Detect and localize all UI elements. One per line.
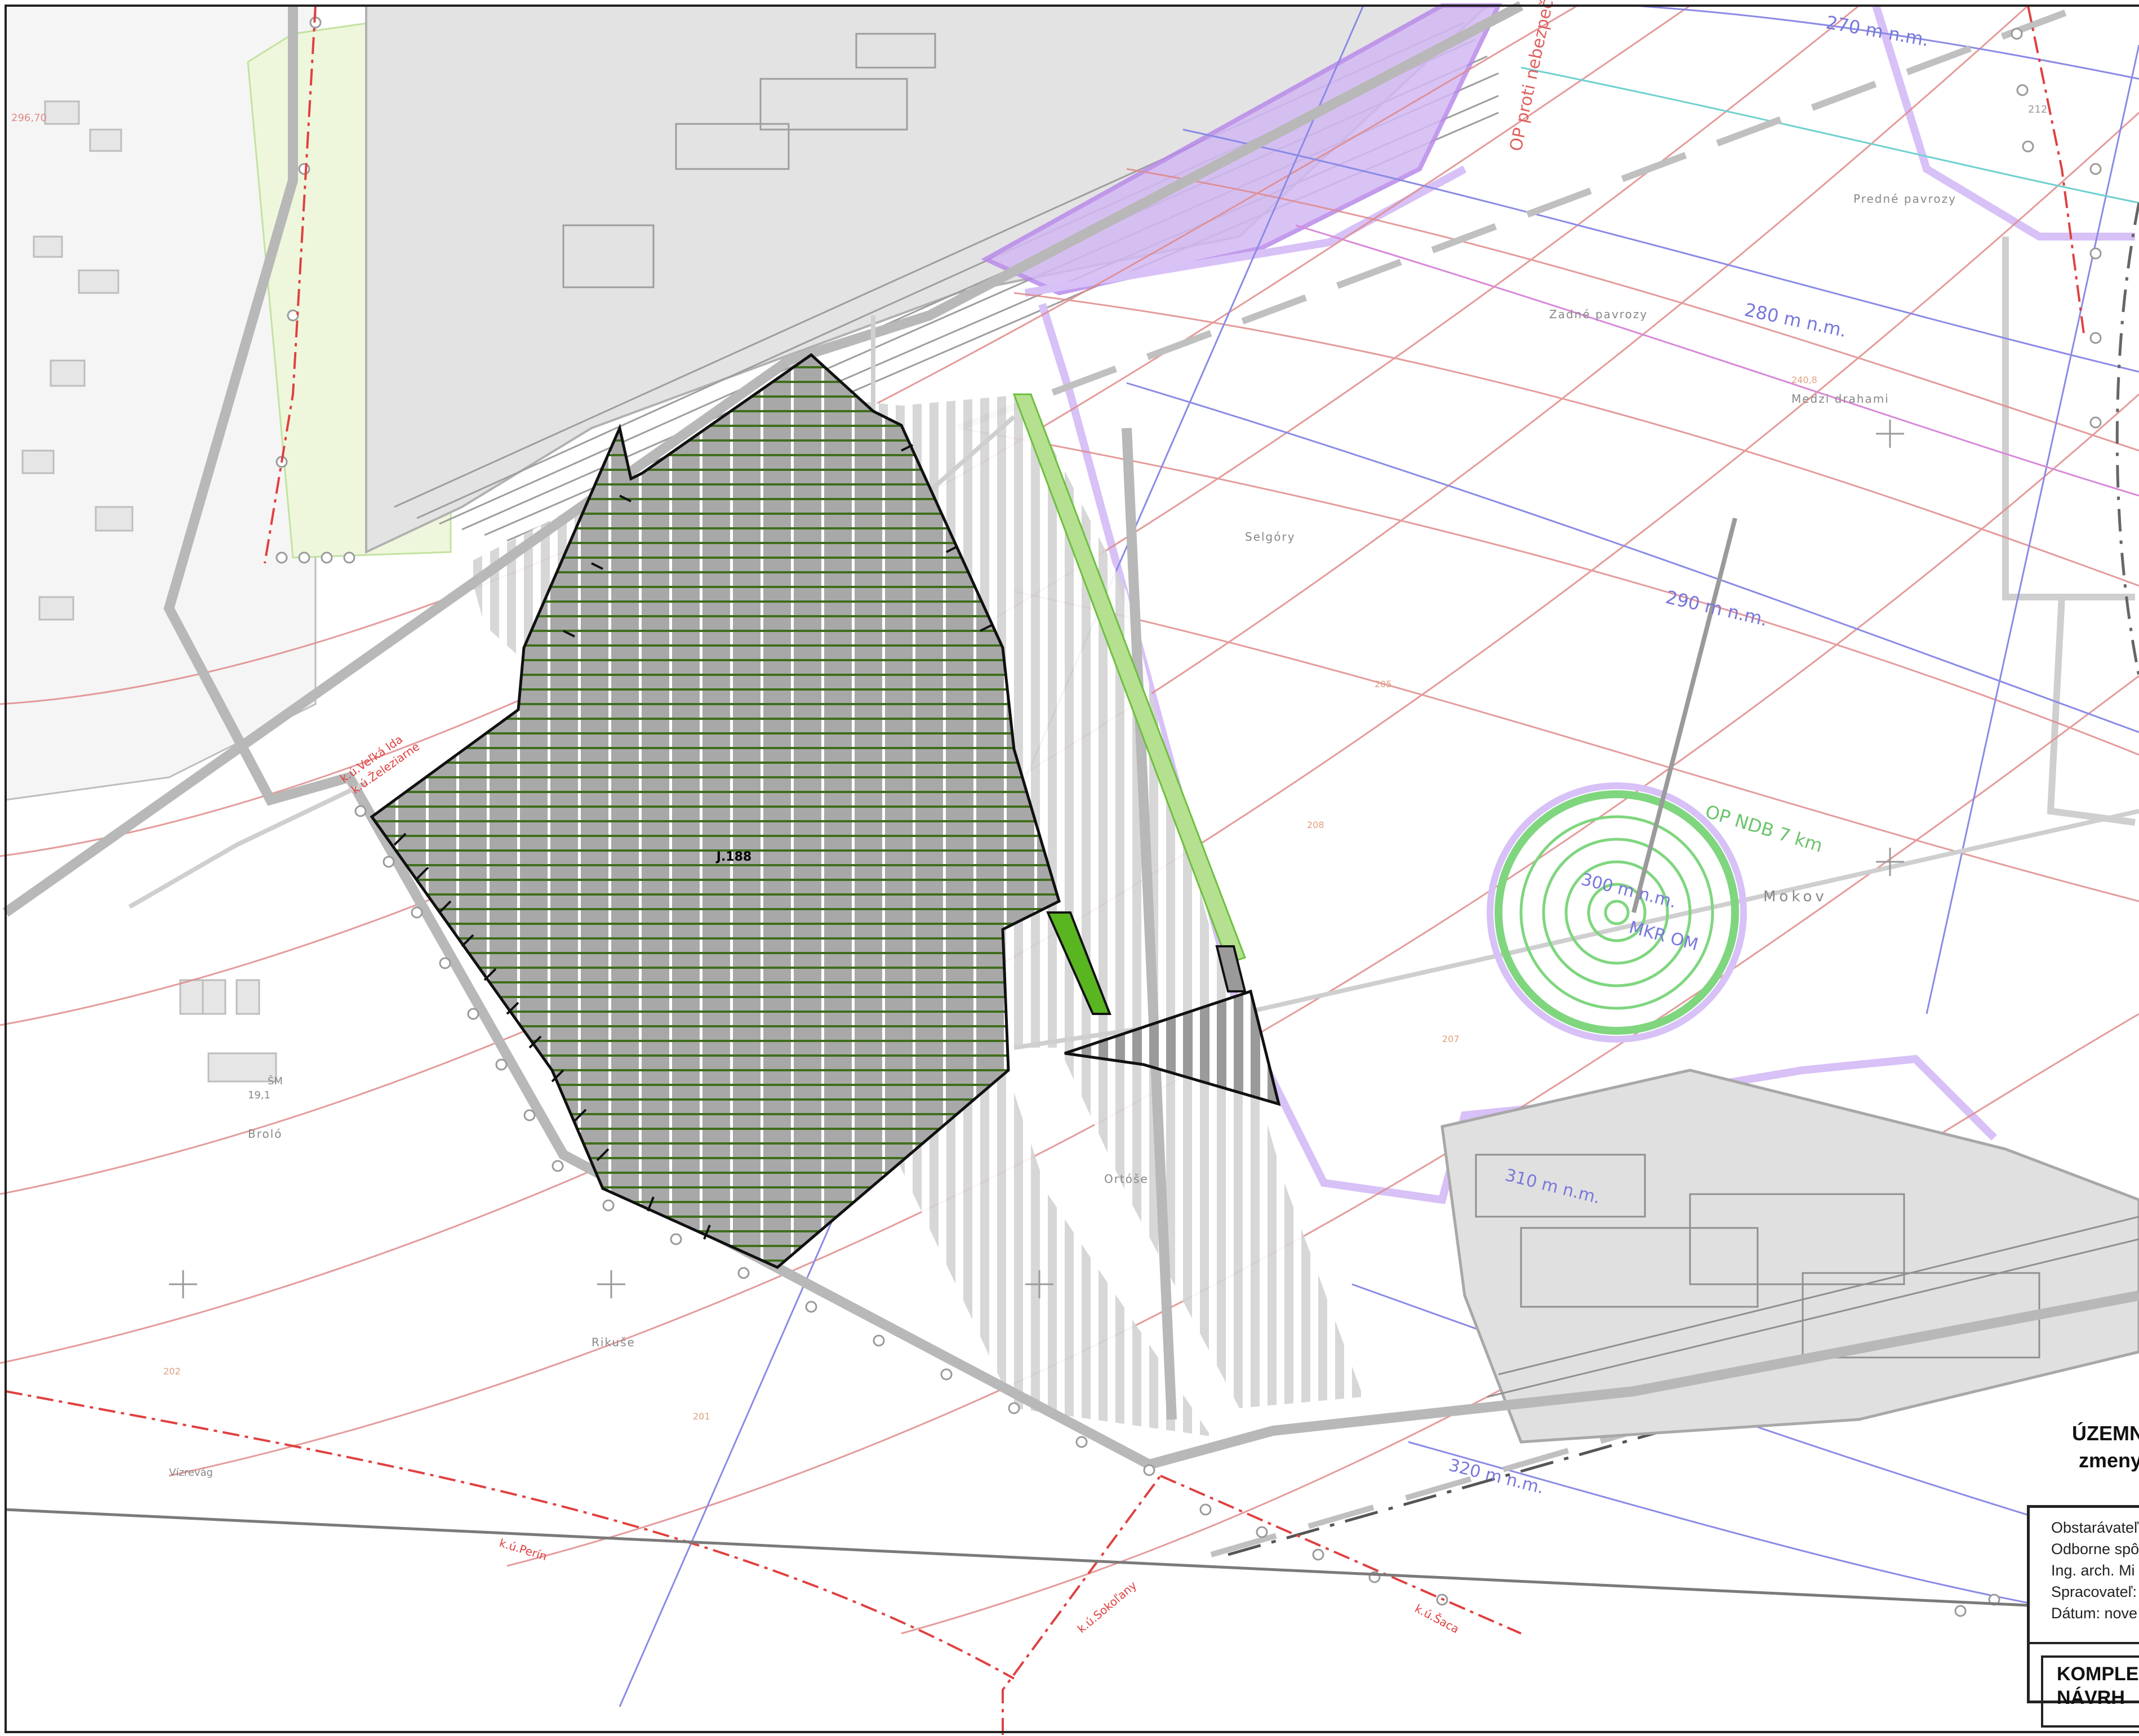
title-block: Obstarávateľ Odborne spô Ing. arch. Mi S… bbox=[2027, 1505, 2139, 1728]
map-border bbox=[5, 5, 2139, 1733]
place-name-9: Vízrevág bbox=[169, 1467, 213, 1479]
title-block-divider bbox=[2030, 1642, 2139, 1644]
title-block-procurer: Obstarávateľ bbox=[2051, 1519, 2138, 1536]
title-block-date: Dátum: nove bbox=[2051, 1605, 2138, 1622]
spot-height-1: 296,70 bbox=[11, 112, 47, 124]
runway-axis-south bbox=[1210, 1281, 2139, 1557]
place-name-1: Predné pavrozy bbox=[1853, 192, 1956, 206]
cadastral-boundaries bbox=[5, 5, 2085, 1735]
parcel-sliver-gray bbox=[1215, 945, 1247, 992]
title-block-architect: Ing. arch. Mi bbox=[2051, 1562, 2135, 1579]
beacon-line bbox=[1631, 518, 1737, 913]
parcel-sliver bbox=[1046, 911, 1111, 1015]
spot-height-7: 205 bbox=[1375, 679, 1392, 689]
spot-height-4: 202 bbox=[163, 1366, 181, 1377]
spot-height-5: 207 bbox=[1442, 1034, 1460, 1044]
spot-height-2: 212 bbox=[2028, 104, 2047, 115]
utility-lines bbox=[1295, 66, 2139, 497]
south-industrial-area bbox=[1440, 1069, 2139, 1444]
parcel-secondary bbox=[1064, 989, 1281, 1106]
radius-circle-arc bbox=[2115, 202, 2139, 676]
place-name-6: Ortóše bbox=[1104, 1172, 1149, 1186]
title-block-expert: Odborne spô bbox=[2051, 1541, 2139, 1557]
spot-height-6: 208 bbox=[1307, 820, 1324, 830]
spot-height-3: 240,8 bbox=[1791, 375, 1817, 385]
place-name-7: Rikuše bbox=[592, 1336, 635, 1349]
place-name-4: Selgóry bbox=[1245, 530, 1296, 544]
green-strip bbox=[1012, 393, 1246, 964]
main-road bbox=[2, 1, 2139, 1470]
title-block-section-box bbox=[2041, 1655, 2139, 1728]
spot-height-10: ŠM bbox=[268, 1075, 283, 1087]
spot-height-9: 19,1 bbox=[248, 1089, 270, 1101]
parcel-label: J.188 bbox=[715, 850, 751, 864]
document-subtitle: zmeny bbox=[2079, 1449, 2139, 1472]
place-name-8: Broló bbox=[248, 1127, 283, 1141]
parcel-edge-ticks bbox=[393, 444, 992, 1240]
title-block-section-1: KOMPLEX bbox=[2057, 1663, 2139, 1685]
title-block-section-2: NÁVRH bbox=[2057, 1687, 2125, 1708]
place-name-3: Medzi drahami bbox=[1791, 392, 1889, 406]
place-name-2: Zadné pavrozy bbox=[1549, 308, 1648, 321]
parcel-j188 bbox=[370, 353, 1061, 1269]
protection-dots bbox=[275, 16, 2102, 1617]
map-frame-line bbox=[5, 1508, 2029, 1607]
violet-border-east bbox=[1872, 4, 2135, 241]
grid-crosses bbox=[169, 420, 1904, 1298]
south-industrial-buildings bbox=[1475, 1154, 2139, 1398]
spot-height-8: 201 bbox=[693, 1411, 710, 1422]
document-title: ÚZEMN bbox=[2072, 1422, 2139, 1445]
title-block-author: Spracovateľ: bbox=[2051, 1583, 2137, 1600]
place-name-5: Mokov bbox=[1763, 888, 1827, 905]
ndb-protection-zone bbox=[1487, 782, 1747, 1043]
